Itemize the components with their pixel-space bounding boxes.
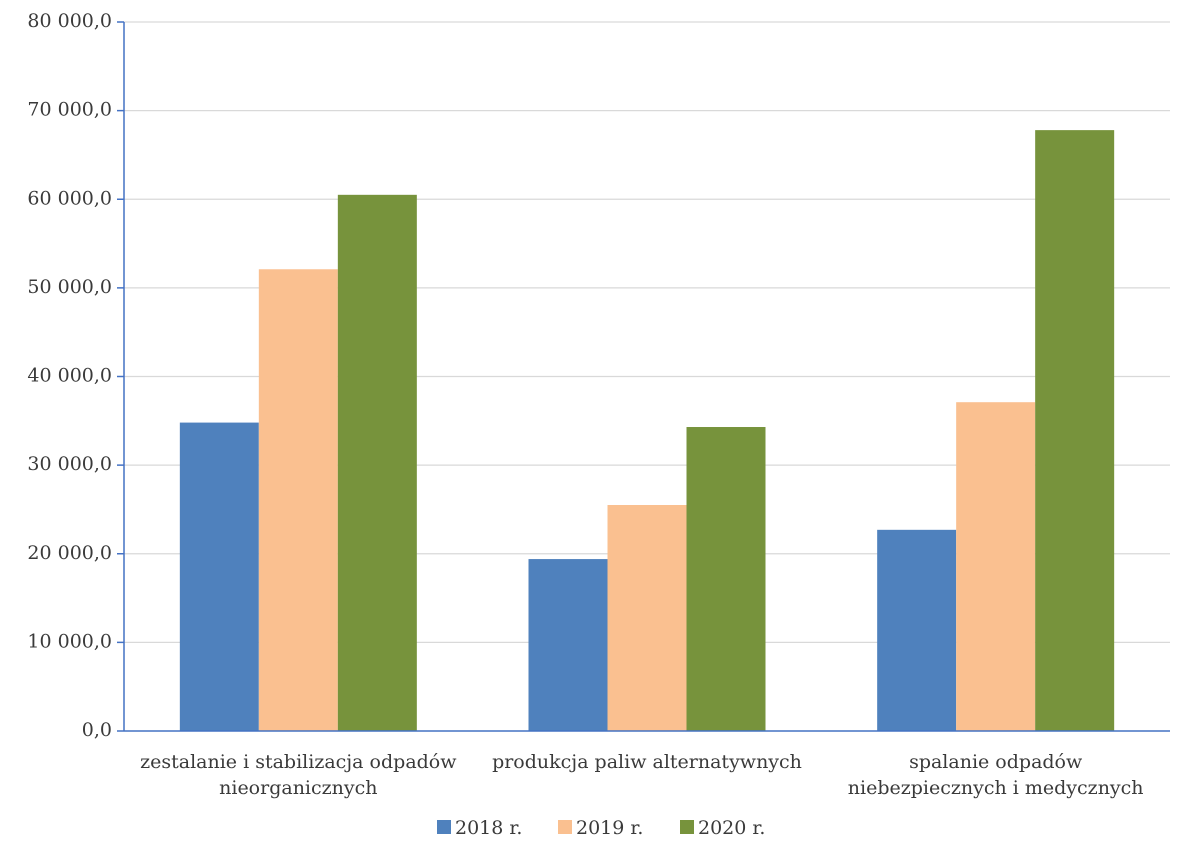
bar-2018r-cat2	[877, 529, 957, 731]
bar-2020r-cat1	[686, 427, 766, 731]
category-label: nieorganicznych	[219, 777, 377, 799]
y-tick-label: 80 000,0	[27, 10, 112, 32]
y-tick-label: 40 000,0	[27, 365, 112, 387]
legend-swatch	[437, 820, 451, 834]
y-tick-label: 30 000,0	[27, 453, 112, 475]
bar-2019r-cat0	[258, 269, 338, 731]
legend-swatch	[558, 820, 572, 834]
bar-2020r-cat2	[1035, 130, 1115, 731]
legend-label: 2020 r.	[698, 817, 765, 839]
legend-label: 2018 r.	[455, 817, 522, 839]
bars	[179, 130, 1115, 732]
y-tick-label: 50 000,0	[27, 276, 112, 298]
bar-2019r-cat2	[956, 402, 1036, 731]
category-label: zestalanie i stabilizacja odpadów	[140, 751, 457, 773]
bar-2020r-cat0	[337, 194, 417, 732]
category-label: spalanie odpadów	[909, 751, 1083, 773]
y-tick-label: 70 000,0	[27, 99, 112, 121]
legend-label: 2019 r.	[576, 817, 643, 839]
y-tick-label: 60 000,0	[27, 187, 112, 209]
bar-2018r-cat1	[528, 559, 608, 731]
y-tick-label: 20 000,0	[27, 542, 112, 564]
bar-2018r-cat0	[179, 422, 259, 731]
legend: 2018 r. 2019 r. 2020 r.	[437, 817, 765, 839]
category-label: produkcja paliw alternatywnych	[492, 751, 802, 773]
bar-2019r-cat1	[607, 505, 687, 731]
y-tick-label: 0,0	[82, 719, 112, 741]
category-labels: zestalanie i stabilizacja odpadów nieorga…	[140, 751, 1143, 799]
y-tick-label: 10 000,0	[27, 630, 112, 652]
y-axis-tick-labels: 0,0 10 000,0 20 000,0 30 000,0 40 000,0 50 00…	[27, 10, 112, 741]
category-label: niebezpiecznych i medycznych	[848, 777, 1144, 799]
legend-swatch	[680, 820, 694, 834]
y-axis-tick-marks	[117, 21, 124, 732]
